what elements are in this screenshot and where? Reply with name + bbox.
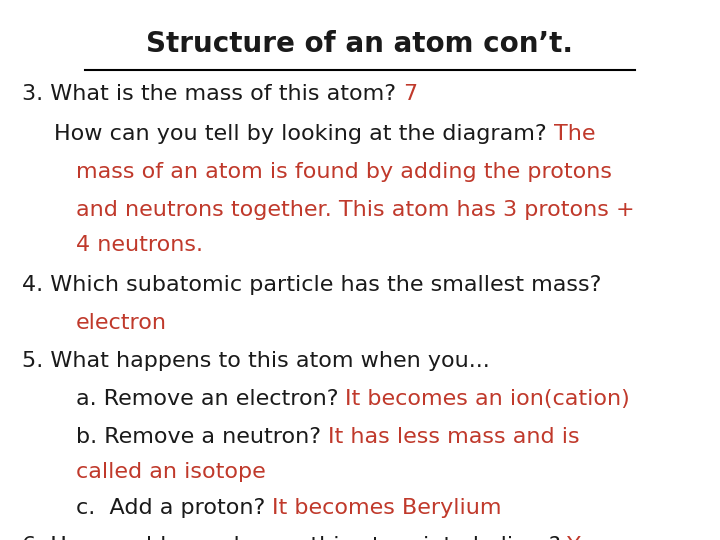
Text: You: You [567,536,606,540]
Text: It becomes an ion(cation): It becomes an ion(cation) [345,389,630,409]
Text: 4 neutrons.: 4 neutrons. [76,235,202,255]
Text: and neutrons together. This atom has 3 protons +: and neutrons together. This atom has 3 p… [76,200,634,220]
Text: mass of an atom is found by adding the protons: mass of an atom is found by adding the p… [76,162,611,182]
Text: 6. How could you change this atom into helium?: 6. How could you change this atom into h… [22,536,567,540]
Text: The: The [554,124,595,144]
Text: called an isotope: called an isotope [76,462,266,482]
Text: a. Remove an electron?: a. Remove an electron? [76,389,345,409]
Text: 4. Which subatomic particle has the smallest mass?: 4. Which subatomic particle has the smal… [22,275,601,295]
Text: How can you tell by looking at the diagram?: How can you tell by looking at the diagr… [54,124,554,144]
Text: It becomes Berylium: It becomes Berylium [272,498,501,518]
Text: 7: 7 [402,84,417,104]
Text: It has less mass and is: It has less mass and is [328,427,580,447]
Text: Structure of an atom con’t.: Structure of an atom con’t. [146,30,574,58]
Text: c.  Add a proton?: c. Add a proton? [76,498,272,518]
Text: b. Remove a neutron?: b. Remove a neutron? [76,427,328,447]
Text: 3. What is the mass of this atom?: 3. What is the mass of this atom? [22,84,402,104]
Text: 5. What happens to this atom when you...: 5. What happens to this atom when you... [22,351,490,371]
Text: electron: electron [76,313,166,333]
